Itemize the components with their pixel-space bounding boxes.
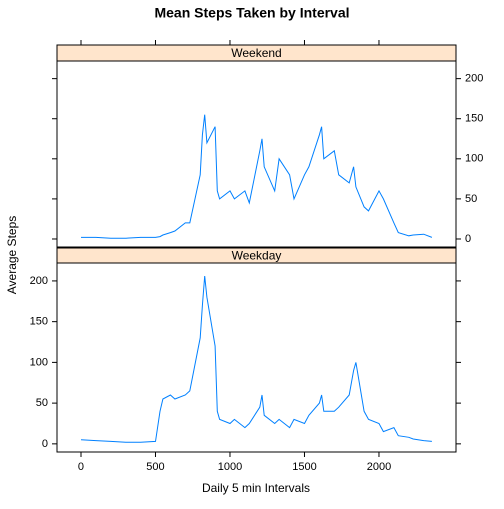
x-tick-label: 1000 <box>218 461 242 473</box>
y-tick-label: 150 <box>30 316 48 328</box>
x-tick-label: 0 <box>78 461 84 473</box>
y-tick-label: 50 <box>36 397 48 409</box>
y-tick-label: 50 <box>465 193 477 205</box>
y-tick-label: 100 <box>465 153 483 165</box>
x-tick-label: 2000 <box>367 461 391 473</box>
series-line <box>81 114 433 239</box>
y-tick-label: 0 <box>465 233 471 245</box>
x-axis-label: Daily 5 min Intervals <box>202 481 310 495</box>
strip-label: Weekday <box>232 249 282 263</box>
y-tick-label: 200 <box>30 275 48 287</box>
series-line <box>80 275 432 443</box>
panel <box>56 262 457 453</box>
x-tick-label: 500 <box>146 461 164 473</box>
y-tick-label: 150 <box>465 113 483 125</box>
y-tick-label: 100 <box>30 356 48 368</box>
panel <box>56 60 457 248</box>
y-axis-label: Average Steps <box>5 216 19 295</box>
y-tick-label: 200 <box>465 73 483 85</box>
chart-title: Mean Steps Taken by Interval <box>154 5 349 21</box>
x-tick-label: 1500 <box>292 461 316 473</box>
strip-label: Weekend <box>231 46 281 60</box>
y-tick-label: 0 <box>42 438 48 450</box>
